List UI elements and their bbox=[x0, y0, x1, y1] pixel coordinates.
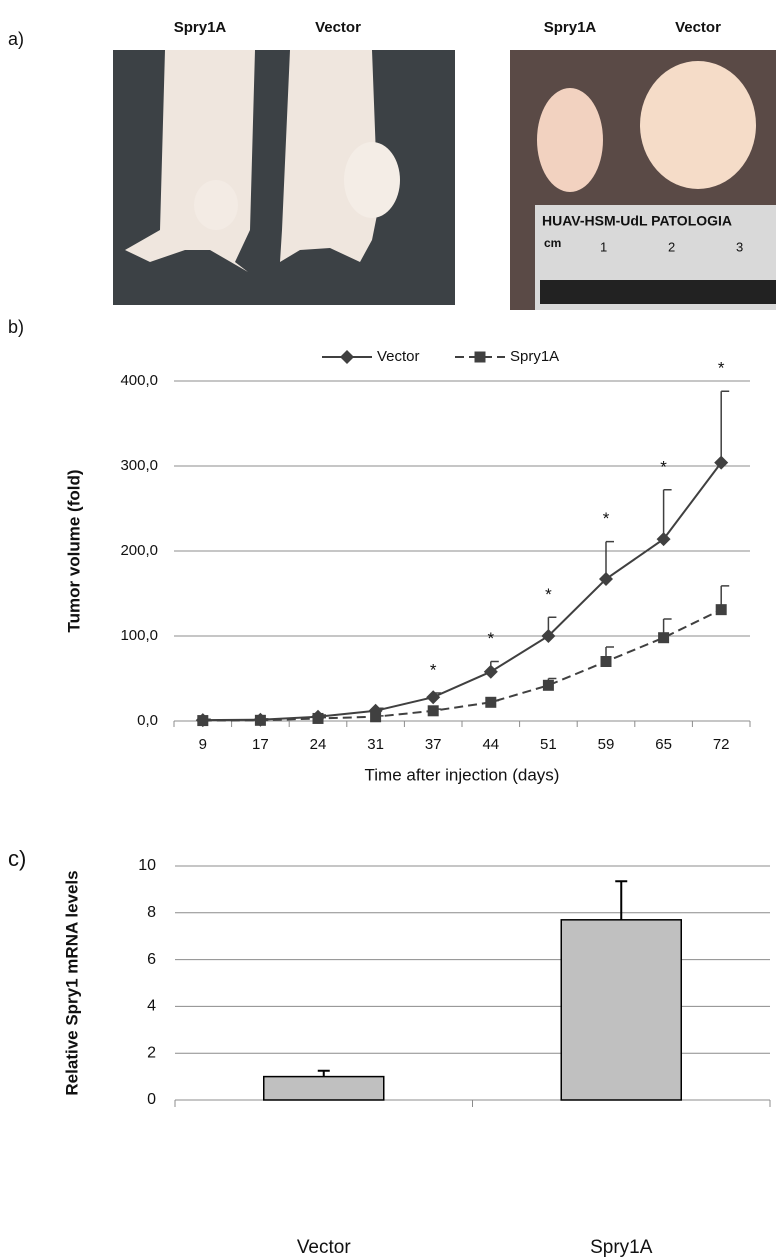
y-tick-label: 400,0 bbox=[120, 372, 158, 389]
series-line bbox=[202, 608, 722, 722]
photo-label: Spry1A bbox=[544, 19, 597, 36]
error-bar bbox=[662, 489, 672, 540]
y-tick-label: 6 bbox=[147, 951, 156, 968]
bar bbox=[263, 1075, 385, 1101]
ruler-text: 2 bbox=[668, 239, 675, 254]
marker bbox=[542, 679, 554, 691]
marker bbox=[474, 351, 486, 363]
y-tick-label: 0,0 bbox=[137, 712, 158, 729]
y-tick-label: 2 bbox=[147, 1044, 156, 1061]
ruler-text: 3 bbox=[736, 239, 743, 254]
x-tick-label: 51 bbox=[540, 736, 557, 753]
photo-label: Vector bbox=[675, 19, 721, 36]
marker bbox=[600, 656, 612, 667]
photo-mice bbox=[113, 50, 455, 305]
ruler-text: HUAV-HSM-UdL PATOLOGIA bbox=[542, 213, 732, 229]
panel-label: c) bbox=[8, 846, 26, 871]
x-axis-label: Time after injection (days) bbox=[365, 765, 560, 784]
legend-label: Vector bbox=[377, 348, 420, 365]
x-tick-label: 44 bbox=[482, 736, 499, 753]
bar bbox=[560, 919, 682, 1101]
marker bbox=[427, 705, 439, 717]
x-tick-label: 31 bbox=[367, 736, 384, 753]
error-bar bbox=[615, 880, 628, 920]
y-tick-label: 10 bbox=[138, 857, 156, 874]
significance: * bbox=[487, 629, 494, 648]
ruler-text: cm bbox=[544, 236, 561, 250]
marker bbox=[340, 350, 354, 364]
marker bbox=[541, 629, 556, 643]
x-tick-label: 65 bbox=[655, 736, 672, 753]
marker bbox=[715, 604, 727, 616]
error-bar bbox=[317, 1069, 330, 1077]
x-tick-label: 59 bbox=[598, 736, 615, 753]
marker bbox=[197, 715, 209, 727]
error-bar bbox=[720, 390, 730, 463]
ruler-text: 1 bbox=[600, 239, 607, 254]
x-tick-label: Spry1A bbox=[590, 1237, 653, 1258]
photo-label: Vector bbox=[315, 19, 361, 36]
significance: * bbox=[660, 457, 667, 476]
y-tick-label: 100,0 bbox=[120, 627, 158, 644]
significance: * bbox=[430, 660, 437, 679]
marker bbox=[370, 711, 382, 723]
significance: * bbox=[603, 509, 610, 528]
panel-label: a) bbox=[8, 29, 24, 49]
y-axis-label: Tumor volume (fold) bbox=[64, 469, 83, 632]
marker bbox=[656, 532, 671, 547]
marker bbox=[254, 714, 266, 726]
series-line bbox=[202, 461, 722, 722]
marker bbox=[599, 572, 613, 587]
marker bbox=[483, 664, 498, 679]
y-tick-label: 300,0 bbox=[120, 457, 158, 474]
marker bbox=[714, 455, 729, 470]
photo-tumors: HUAV-HSM-UdL PATOLOGIA cm 1 2 3 bbox=[510, 50, 776, 310]
x-tick-label: Vector bbox=[297, 1237, 352, 1258]
legend-label: Spry1A bbox=[510, 348, 559, 365]
marker bbox=[312, 712, 324, 724]
marker bbox=[485, 696, 497, 708]
significance: * bbox=[545, 585, 552, 604]
x-tick-label: 24 bbox=[310, 736, 327, 753]
marker bbox=[658, 632, 670, 644]
x-tick-label: 37 bbox=[425, 736, 442, 753]
y-tick-label: 0 bbox=[147, 1091, 156, 1108]
y-axis-label: Relative Spry1 mRNA levels bbox=[62, 870, 81, 1095]
photo-label: Spry1A bbox=[174, 19, 227, 36]
panel-label: b) bbox=[8, 317, 24, 337]
marker bbox=[426, 690, 441, 705]
x-tick-label: 72 bbox=[713, 736, 730, 753]
significance: * bbox=[718, 359, 725, 378]
y-tick-label: 8 bbox=[147, 904, 156, 921]
x-tick-label: 9 bbox=[199, 736, 207, 753]
y-tick-label: 200,0 bbox=[120, 542, 158, 559]
x-tick-label: 17 bbox=[252, 736, 269, 753]
y-tick-label: 4 bbox=[147, 998, 156, 1015]
